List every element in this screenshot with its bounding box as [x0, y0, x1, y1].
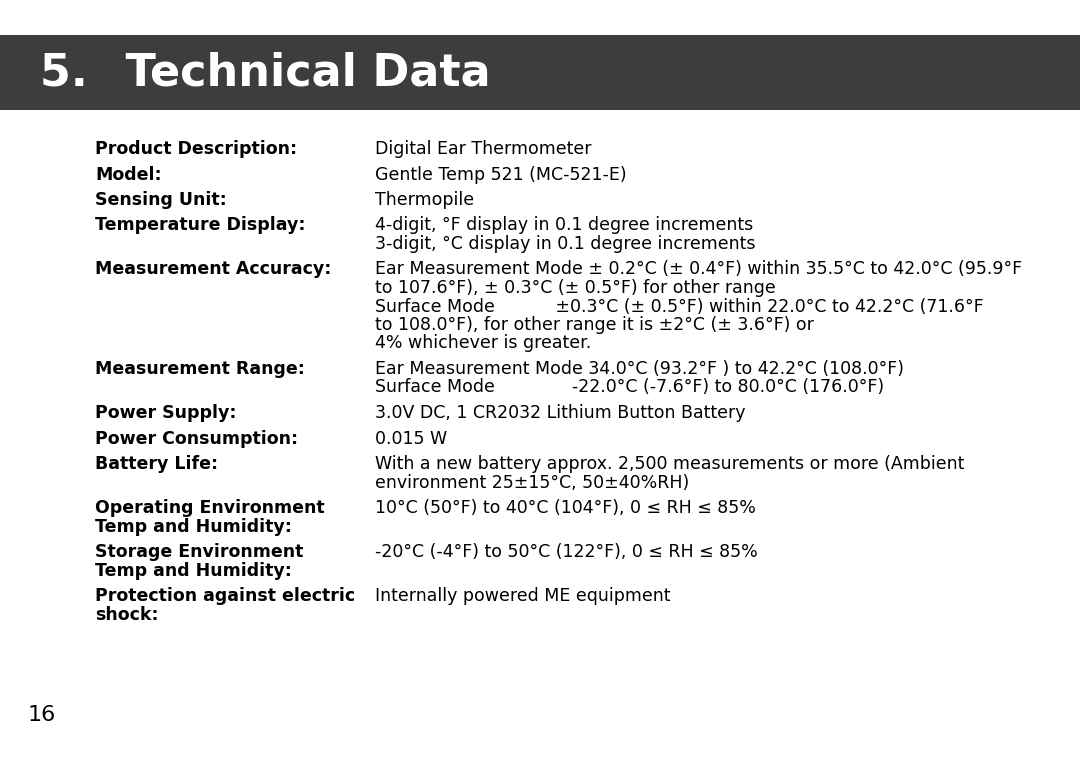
Text: 4% whichever is greater.: 4% whichever is greater. — [375, 334, 591, 353]
Text: 10°C (50°F) to 40°C (104°F), 0 ≤ RH ≤ 85%: 10°C (50°F) to 40°C (104°F), 0 ≤ RH ≤ 85… — [375, 499, 756, 517]
Text: Internally powered ME equipment: Internally powered ME equipment — [375, 587, 671, 605]
Text: -20°C (-4°F) to 50°C (122°F), 0 ≤ RH ≤ 85%: -20°C (-4°F) to 50°C (122°F), 0 ≤ RH ≤ 8… — [375, 543, 758, 561]
Text: Protection against electric: Protection against electric — [95, 587, 355, 605]
Text: Surface Mode              -22.0°C (-7.6°F) to 80.0°C (176.0°F): Surface Mode -22.0°C (-7.6°F) to 80.0°C … — [375, 378, 885, 397]
Text: 3-digit, °C display in 0.1 degree increments: 3-digit, °C display in 0.1 degree increm… — [375, 235, 756, 253]
Bar — [0, 35, 1080, 110]
Text: shock:: shock: — [95, 606, 159, 623]
Text: environment 25±15°C, 50±40%RH): environment 25±15°C, 50±40%RH) — [375, 474, 689, 491]
Text: Ear Measurement Mode 34.0°C (93.2°F ) to 42.2°C (108.0°F): Ear Measurement Mode 34.0°C (93.2°F ) to… — [375, 360, 904, 378]
Text: 5.  Technical Data: 5. Technical Data — [40, 51, 490, 94]
Text: Model:: Model: — [95, 166, 162, 183]
Text: to 108.0°F), for other range it is ±2°C (± 3.6°F) or: to 108.0°F), for other range it is ±2°C … — [375, 316, 814, 334]
Text: With a new battery approx. 2,500 measurements or more (Ambient: With a new battery approx. 2,500 measure… — [375, 455, 964, 473]
Text: Temperature Display:: Temperature Display: — [95, 217, 306, 234]
Text: Power Supply:: Power Supply: — [95, 404, 237, 422]
Text: Thermopile: Thermopile — [375, 191, 474, 209]
Text: 4-digit, °F display in 0.1 degree increments: 4-digit, °F display in 0.1 degree increm… — [375, 217, 753, 234]
Text: Measurement Range:: Measurement Range: — [95, 360, 305, 378]
Text: Operating Environment: Operating Environment — [95, 499, 325, 517]
Text: to 107.6°F), ± 0.3°C (± 0.5°F) for other range: to 107.6°F), ± 0.3°C (± 0.5°F) for other… — [375, 279, 775, 297]
Text: Surface Mode           ±0.3°C (± 0.5°F) within 22.0°C to 42.2°C (71.6°F: Surface Mode ±0.3°C (± 0.5°F) within 22.… — [375, 298, 984, 315]
Text: 0.015 W: 0.015 W — [375, 430, 447, 448]
Text: Product Description:: Product Description: — [95, 140, 297, 158]
Text: 16: 16 — [28, 705, 56, 725]
Text: Power Consumption:: Power Consumption: — [95, 430, 298, 448]
Text: Temp and Humidity:: Temp and Humidity: — [95, 562, 292, 580]
Text: Measurement Accuracy:: Measurement Accuracy: — [95, 260, 332, 278]
Text: Digital Ear Thermometer: Digital Ear Thermometer — [375, 140, 592, 158]
Text: Temp and Humidity:: Temp and Humidity: — [95, 517, 292, 536]
Text: Ear Measurement Mode ± 0.2°C (± 0.4°F) within 35.5°C to 42.0°C (95.9°F: Ear Measurement Mode ± 0.2°C (± 0.4°F) w… — [375, 260, 1022, 278]
Text: Storage Environment: Storage Environment — [95, 543, 303, 561]
Text: 3.0V DC, 1 CR2032 Lithium Button Battery: 3.0V DC, 1 CR2032 Lithium Button Battery — [375, 404, 745, 422]
Text: Sensing Unit:: Sensing Unit: — [95, 191, 227, 209]
Text: Gentle Temp 521 (MC-521-E): Gentle Temp 521 (MC-521-E) — [375, 166, 626, 183]
Text: Battery Life:: Battery Life: — [95, 455, 218, 473]
